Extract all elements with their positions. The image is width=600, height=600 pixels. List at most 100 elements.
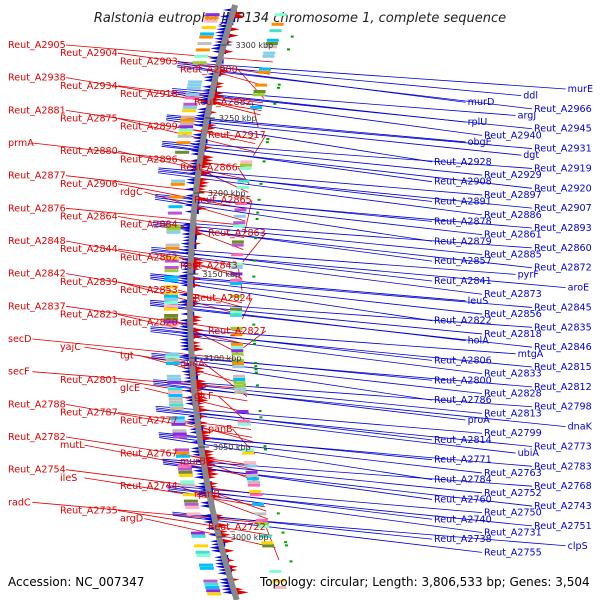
function-block-73 <box>250 106 263 109</box>
leader-line <box>155 409 533 447</box>
leader-line <box>151 357 433 401</box>
leader-line <box>117 281 243 316</box>
leader-line <box>153 382 466 421</box>
function-block-369 <box>182 493 197 497</box>
scale-label: 3100 kbp <box>204 354 242 363</box>
scale-label: 3050 kbp <box>213 443 251 452</box>
leader-line <box>32 371 247 390</box>
leader-line <box>167 490 483 533</box>
function-block-230 <box>230 326 243 330</box>
reverse-gene-label: Reut_A2800 <box>434 375 492 386</box>
function-block-218 <box>164 314 179 317</box>
leader-line <box>65 403 253 438</box>
function-block-107 <box>240 160 253 164</box>
reverse-gene-label: Reut_A2799 <box>484 428 542 439</box>
function-block-167 <box>231 243 244 247</box>
forward-gene-label: Reut_A2853 <box>120 285 178 296</box>
forward-gene-label: Reut_A2843 <box>180 261 238 272</box>
function-block-92 <box>177 134 192 138</box>
forward-gene-110 <box>201 161 214 167</box>
function-block-249 <box>165 352 180 356</box>
reverse-gene-label: Reut_A2752 <box>484 488 542 499</box>
function-block-257 <box>232 362 244 365</box>
function-block-375 <box>252 502 264 506</box>
function-block-17 <box>200 32 215 36</box>
scale-label: 3000 kbp <box>231 533 269 542</box>
rna-mark-228 <box>252 323 256 326</box>
rna-mark-304 <box>258 410 262 412</box>
reverse-gene-label: Reut_A2731 <box>484 528 542 539</box>
leader-line <box>152 225 533 269</box>
forward-gene-label: Reut_A2918 <box>120 89 178 100</box>
reverse-gene-label: Reut_A2945 <box>534 124 592 135</box>
function-block-196 <box>230 278 243 282</box>
function-block-349 <box>178 470 193 474</box>
function-block-3 <box>274 13 287 17</box>
function-block-274 <box>233 378 246 381</box>
function-block-248 <box>231 349 244 353</box>
function-block-224 <box>164 320 179 324</box>
function-block-303 <box>236 410 249 413</box>
function-block-214 <box>164 307 178 311</box>
rna-mark-267 <box>254 371 258 374</box>
leader-line <box>151 356 483 394</box>
forward-gene-label: Reut_A2827 <box>208 326 266 337</box>
forward-gene-69 <box>210 100 223 106</box>
reverse-gene-label: Reut_A2897 <box>484 190 542 201</box>
leader-line <box>242 330 267 349</box>
function-block-51 <box>255 83 268 87</box>
leader-line <box>167 488 533 527</box>
reverse-gene-label: Reut_A2784 <box>434 475 492 486</box>
reverse-gene-label: Reut_A2763 <box>484 468 542 479</box>
function-block-334 <box>242 451 255 455</box>
function-block-221 <box>164 317 179 321</box>
leader-line <box>153 220 533 249</box>
function-block-397 <box>259 534 272 538</box>
rna-mark-192 <box>252 275 256 278</box>
function-block-81 <box>180 118 195 122</box>
function-block-400 <box>261 541 274 545</box>
function-block-102 <box>175 150 190 154</box>
function-block-344 <box>244 464 257 468</box>
leader-line <box>151 354 533 388</box>
leader-line <box>159 435 483 474</box>
function-block-315 <box>238 422 250 426</box>
reverse-gene-label: murD <box>468 97 495 108</box>
reverse-gene-label: pyrF <box>518 269 539 280</box>
rna-mark-401 <box>284 541 288 544</box>
function-block-36 <box>194 54 209 58</box>
leader-line <box>166 485 483 514</box>
forward-gene-label: rpmB <box>194 489 220 500</box>
forward-gene-437 <box>236 589 249 595</box>
reverse-gene-label: Reut_A2738 <box>434 534 492 545</box>
leader-line <box>32 142 252 169</box>
reverse-gene-label: Reut_A2740 <box>434 514 492 525</box>
forward-gene-label: Reut_A2865 <box>194 195 252 206</box>
function-block-254 <box>165 358 180 362</box>
function-block-284 <box>234 387 247 391</box>
function-block-260 <box>232 365 245 369</box>
forward-gene-232 <box>191 327 204 333</box>
chromosome-backbone <box>187 4 240 600</box>
leader-line <box>117 216 245 238</box>
forward-gene-label: Reut_A2839 <box>60 277 118 288</box>
rna-mark-161 <box>254 237 258 240</box>
function-block-35 <box>263 51 276 55</box>
function-block-195 <box>164 278 179 282</box>
function-block-48 <box>188 80 203 84</box>
reverse-gene-label: Reut_A2835 <box>534 322 592 333</box>
function-block-187 <box>164 269 179 273</box>
leader-line <box>117 510 273 536</box>
leader-line <box>158 170 533 209</box>
leader-line <box>150 273 466 302</box>
forward-gene-label: radC <box>8 497 31 508</box>
function-block-296 <box>169 400 183 404</box>
function-block-133 <box>235 195 248 199</box>
rna-mark-393 <box>281 531 285 534</box>
leader-line <box>166 117 522 156</box>
leader-line <box>153 379 533 408</box>
function-block-311 <box>237 419 250 423</box>
scale-label: 3150 kbp <box>202 270 240 279</box>
forward-gene-label: prmA <box>8 138 34 149</box>
forward-gene-label: queA <box>180 359 205 370</box>
